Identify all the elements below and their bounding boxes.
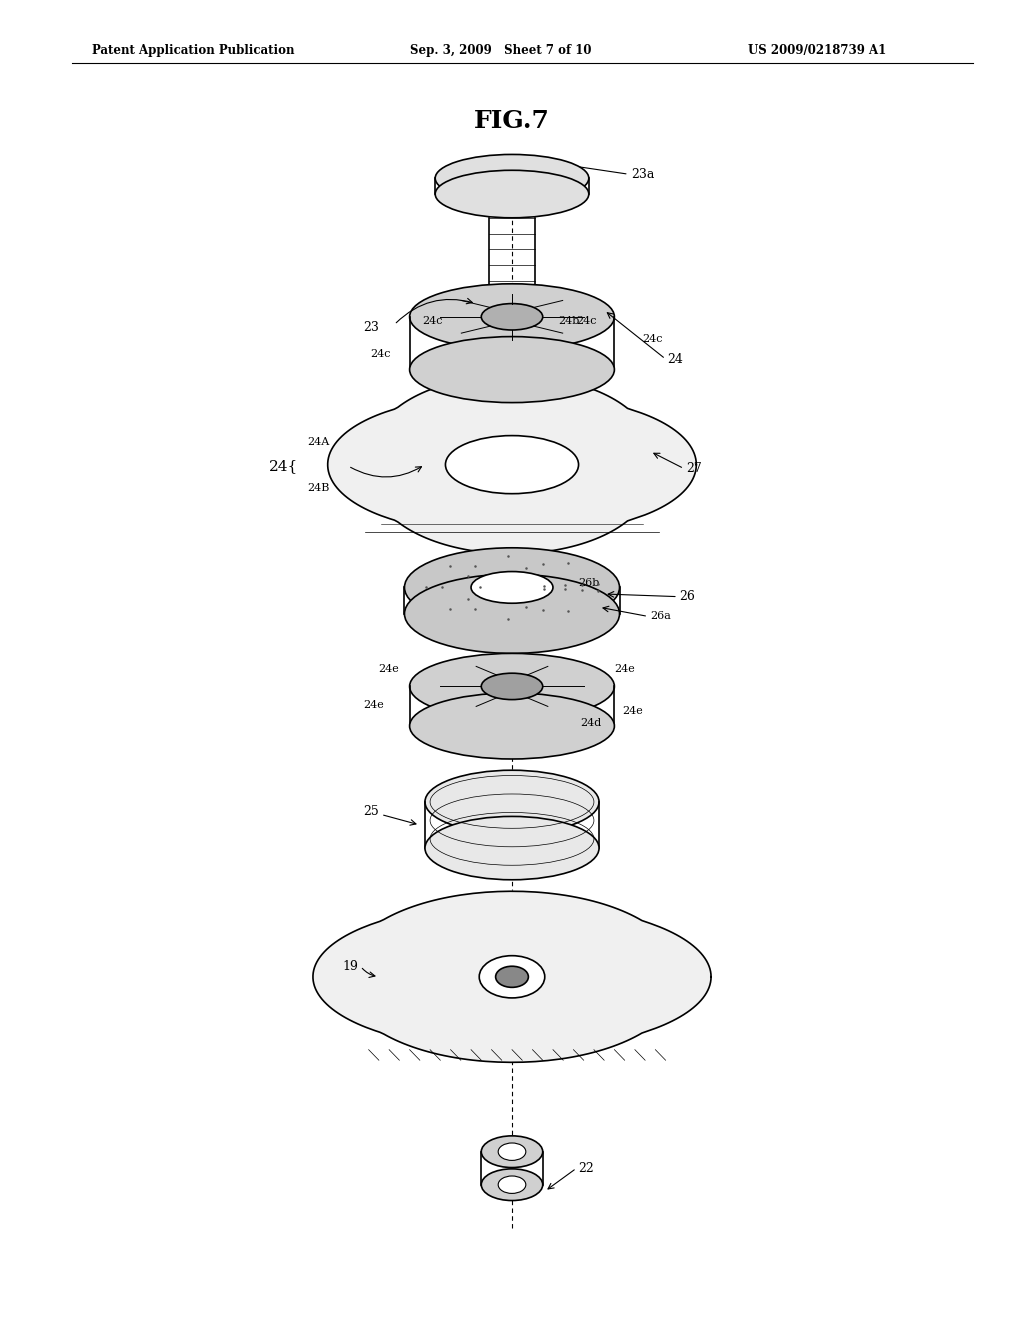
Ellipse shape (410, 653, 614, 719)
Ellipse shape (496, 966, 528, 987)
Text: 24b: 24b (558, 315, 580, 326)
Text: Sep. 3, 2009   Sheet 7 of 10: Sep. 3, 2009 Sheet 7 of 10 (410, 44, 591, 57)
Text: 26a: 26a (650, 611, 671, 622)
Ellipse shape (481, 304, 543, 330)
Text: 24c: 24c (577, 315, 597, 326)
Text: 24e: 24e (364, 700, 384, 710)
Ellipse shape (410, 284, 614, 350)
Ellipse shape (404, 548, 620, 627)
Text: 24c: 24c (642, 334, 663, 345)
Ellipse shape (498, 1143, 526, 1160)
Text: Patent Application Publication: Patent Application Publication (92, 44, 295, 57)
Ellipse shape (445, 436, 579, 494)
Ellipse shape (410, 693, 614, 759)
Text: 24e: 24e (379, 664, 399, 675)
Ellipse shape (479, 956, 545, 998)
Ellipse shape (410, 337, 614, 403)
Ellipse shape (425, 816, 599, 880)
Text: 27: 27 (686, 462, 701, 475)
Ellipse shape (481, 1170, 543, 1201)
Ellipse shape (471, 572, 553, 603)
Text: FIG.7: FIG.7 (474, 110, 550, 133)
Text: 19: 19 (342, 960, 358, 973)
Text: 23: 23 (364, 321, 380, 334)
Text: US 2009/0218739 A1: US 2009/0218739 A1 (748, 44, 886, 57)
Text: 25: 25 (364, 805, 379, 818)
Ellipse shape (435, 170, 589, 218)
Text: 24e: 24e (614, 664, 635, 675)
Ellipse shape (481, 1135, 543, 1167)
Text: 24c: 24c (371, 348, 391, 359)
Text: 26: 26 (679, 590, 695, 603)
Ellipse shape (481, 673, 543, 700)
Text: 22: 22 (579, 1162, 594, 1175)
Ellipse shape (425, 771, 599, 834)
Polygon shape (328, 376, 696, 553)
Ellipse shape (404, 574, 620, 653)
Text: 24{: 24{ (269, 459, 299, 473)
Text: 24e: 24e (623, 706, 643, 717)
Text: 24c: 24c (422, 315, 442, 326)
Text: 24d: 24d (581, 718, 602, 729)
Text: 24B: 24B (307, 483, 330, 494)
Text: 24: 24 (668, 352, 684, 366)
Text: 26b: 26b (579, 578, 600, 589)
Ellipse shape (498, 1176, 526, 1193)
Ellipse shape (435, 154, 589, 202)
Text: 24A: 24A (307, 437, 330, 447)
Polygon shape (313, 891, 711, 1063)
Text: 23a: 23a (631, 168, 654, 181)
